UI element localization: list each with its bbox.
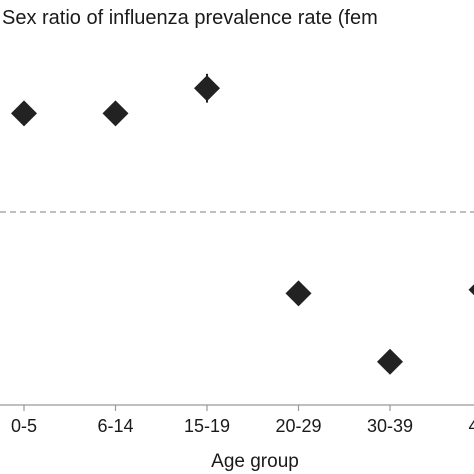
data-point-diamond	[377, 348, 403, 375]
error-bars	[206, 73, 300, 305]
x-tick-label: 0-5	[11, 416, 37, 436]
x-tick-label: 15-19	[184, 416, 230, 436]
data-point-diamond	[11, 100, 37, 127]
x-tick-label: 6-14	[97, 416, 133, 436]
chart-title: Sex ratio of influenza prevalence rate (…	[2, 7, 378, 29]
x-tick-label: 30-39	[367, 416, 413, 436]
data-point-diamond	[194, 75, 220, 102]
data-point-diamond	[285, 280, 312, 307]
x-tick-label: 40-	[468, 416, 474, 436]
data-point-diamond	[102, 100, 129, 127]
data-points	[11, 75, 474, 375]
data-point-diamond	[468, 284, 474, 296]
x-axis-label: Age group	[211, 451, 299, 472]
x-ticks: 0-5 6-14 15-19 20-29 30-39 40-	[11, 405, 474, 436]
x-tick-label: 20-29	[275, 416, 321, 436]
